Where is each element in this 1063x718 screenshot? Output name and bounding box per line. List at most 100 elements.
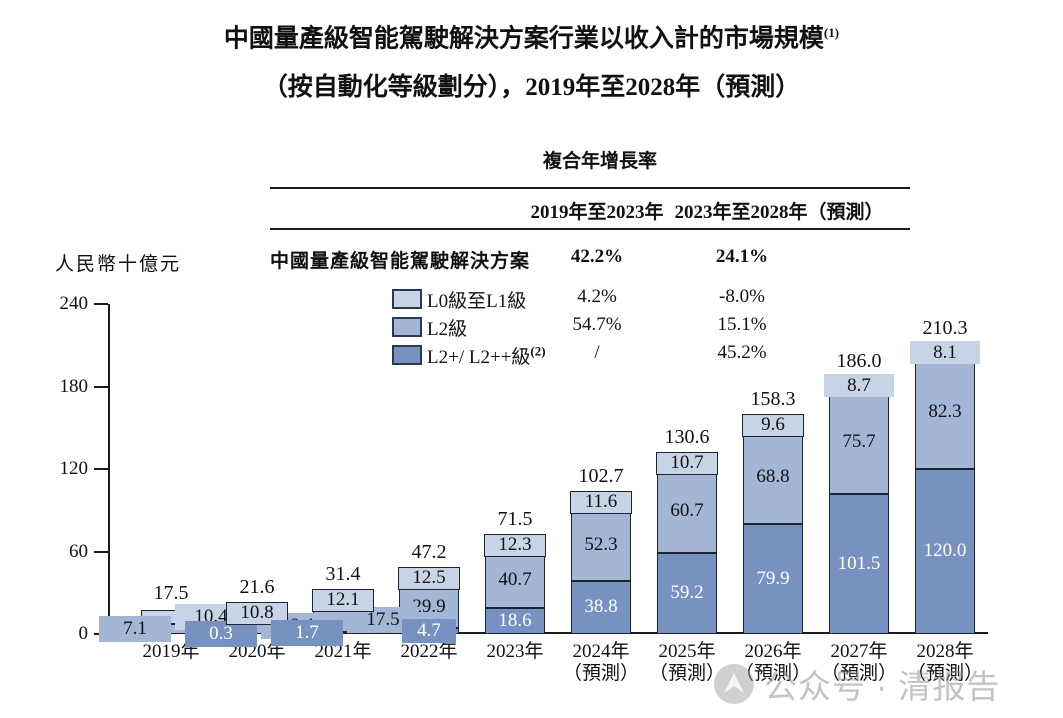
- bar-2024年: 102.7 38.8 52.3 11.6: [570, 465, 632, 634]
- segment-label-chip: 9.6: [742, 414, 804, 438]
- x-axis-line: [108, 632, 988, 634]
- total-label: 21.6: [239, 576, 275, 599]
- x-category-label: 2027年 （預測）: [794, 641, 924, 685]
- chart-title: 中國量產級智能駕駛解決方案行業以收入計的市場規模(1) （按自動化等級劃分），2…: [0, 26, 1063, 100]
- x-category-year: 2023年: [486, 641, 544, 662]
- total-label: 158.3: [750, 388, 796, 411]
- segment-label-chip: 12.1: [312, 588, 374, 612]
- bar-2022年: 47.2 4.7 29.9 12.5: [398, 541, 460, 643]
- y-tick-label: 240: [59, 293, 89, 314]
- total-label: 186.0: [836, 350, 882, 373]
- cagr-row-l0l1-value1: 4.2%: [577, 286, 617, 307]
- cagr-row-total-value1: 42.2%: [570, 246, 624, 267]
- total-label: 31.4: [325, 562, 361, 585]
- x-category-note: （預測）: [906, 663, 983, 684]
- bar-segment-dark: 38.8: [571, 580, 631, 634]
- bar-segment-medium: 52.3: [571, 508, 631, 581]
- legend-swatch-l2plus: [392, 345, 422, 365]
- x-category-label: 2022年: [364, 641, 494, 663]
- segment-label: 79.9: [756, 568, 790, 590]
- chart-title-text: 中國量產級智能駕駛解決方案行業以收入計的市場規模: [223, 25, 824, 53]
- x-category-label: 2028年 （預測）: [880, 641, 1010, 685]
- total-label: 17.5: [153, 581, 189, 604]
- segment-label-chip: 4.7: [402, 618, 456, 643]
- x-category-label: 2021年: [278, 641, 408, 663]
- x-category-year: 2024年: [572, 641, 630, 662]
- cagr-table-rule-bottom: [270, 228, 910, 230]
- y-tick-label: 0: [78, 623, 89, 644]
- bar-segment-medium: 40.7: [485, 552, 545, 609]
- cagr-row-l2-value2: 15.1%: [717, 314, 767, 335]
- x-category-label: 2026年 （預測）: [708, 641, 838, 685]
- cagr-row-l2plus-value1: /: [594, 342, 600, 363]
- segment-label: 60.7: [670, 499, 704, 521]
- segment-label: 120.0: [923, 540, 967, 562]
- y-tick-label: 60: [69, 540, 88, 562]
- segment-label-chip: 12.5: [398, 567, 460, 591]
- cagr-row-total-label: 中國量產級智能駕駛解決方案: [270, 251, 531, 272]
- segment-label: 18.6: [498, 610, 532, 632]
- segment-label: 82.3: [928, 401, 962, 423]
- segment-label: 29.9: [412, 595, 446, 617]
- cagr-row-l2-value1: 54.7%: [572, 314, 622, 335]
- y-tick-mark: [94, 550, 108, 553]
- x-category-label: 2025年 （預測）: [622, 641, 752, 685]
- x-category-note: （預測）: [648, 663, 725, 684]
- cagr-row-l2plus-value2: 45.2%: [717, 342, 767, 363]
- legend-swatch-l0-l1: [392, 289, 422, 309]
- x-category-year: 2025年: [658, 641, 716, 662]
- chart-title-line2: （按自動化等級劃分），2019年至2028年（預測）: [262, 74, 801, 102]
- y-tick-mark: [94, 385, 108, 388]
- x-category-year: 2021年: [314, 641, 372, 662]
- legend-label-l2plus: L2+/ L2++級(2): [427, 342, 546, 369]
- legend-label-l0-l1: L0級至L1級: [427, 291, 527, 312]
- x-category-year: 2027年: [830, 641, 888, 662]
- segment-label: 40.7: [498, 569, 532, 591]
- y-tick-mark: [94, 468, 108, 470]
- bar-segment-dark: 18.6: [485, 608, 545, 634]
- y-axis-unit-label: 人民幣十億元: [55, 254, 182, 275]
- x-category-label: 2024年 （預測）: [536, 641, 666, 685]
- x-category-year: 2028年: [916, 641, 974, 662]
- total-label: 102.7: [578, 464, 624, 487]
- total-label: 210.3: [922, 316, 968, 339]
- segment-label: 75.7: [842, 431, 876, 453]
- segment-label-chip: 12.3: [484, 533, 546, 557]
- y-tick-label: 180: [59, 375, 89, 397]
- total-label: 71.5: [497, 507, 533, 530]
- cagr-period-2: 2023年至2028年（預測）: [674, 202, 884, 223]
- bar-2021年: 31.4 1.7 17.5 12.1: [271, 563, 419, 646]
- cagr-row-l0l1-value2: -8.0%: [719, 286, 765, 307]
- y-axis-line: [108, 304, 110, 634]
- bar-segment-medium: 75.7: [829, 390, 889, 495]
- x-category-note: （預測）: [820, 663, 897, 684]
- segment-label: 38.8: [584, 596, 618, 618]
- x-category-year: 2022年: [400, 641, 458, 662]
- bar-segment-medium: 68.8: [743, 429, 803, 525]
- bar-2023年: 71.5 18.6 40.7 12.3: [484, 508, 546, 634]
- segment-label: 101.5: [837, 553, 881, 575]
- bar-2025年: 130.6 59.2 60.7 10.7: [656, 426, 718, 634]
- segment-label: 59.2: [670, 582, 704, 604]
- segment-label-chip: 1.7: [271, 619, 343, 646]
- y-tick-mark: [94, 303, 108, 305]
- cagr-table-header: 複合年增長率: [542, 151, 657, 172]
- legend-label-l2: L2級: [427, 319, 468, 340]
- cagr-row-total-value2: 24.1%: [715, 246, 769, 267]
- segment-label-chip: 7.1: [99, 616, 171, 643]
- bar-segment-dark: 59.2: [657, 552, 717, 634]
- segment-label-chip: 8.1: [910, 340, 980, 364]
- x-category-note: （預測）: [562, 663, 639, 684]
- segment-label-chip: 11.6: [570, 490, 632, 514]
- cagr-table-rule-top: [270, 187, 910, 189]
- footnote-1-marker: (1): [823, 25, 840, 40]
- x-category-year: 2026年: [744, 641, 802, 662]
- bar-segment-dark: 79.9: [743, 524, 803, 634]
- cagr-period-1: 2019年至2023年: [530, 202, 664, 223]
- segment-label-chip: 10.8: [226, 602, 288, 626]
- bar-2026年: 158.3 79.9 68.8 9.6: [742, 388, 804, 634]
- chart-title-line1: 中國量產級智能駕駛解決方案行業以收入計的市場規模(1): [0, 26, 1063, 51]
- bar-segment-dark: 101.5: [829, 494, 889, 634]
- bar-segment-medium: 82.3: [915, 355, 975, 469]
